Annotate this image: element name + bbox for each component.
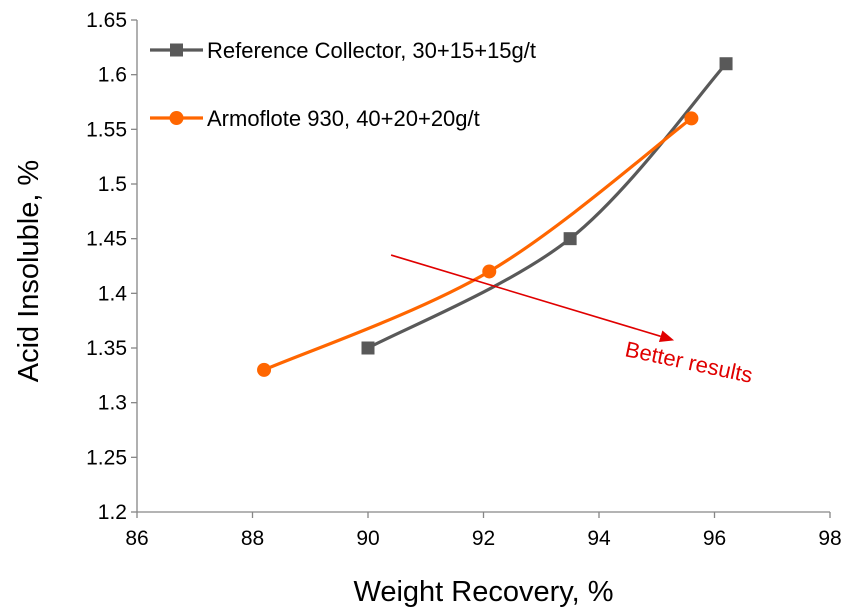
legend-label-1: Armoflote 930, 40+20+20g/t	[207, 106, 480, 131]
annotation-arrow-line	[390, 254, 661, 338]
x-tick-label: 88	[241, 527, 264, 550]
x-tick-label: 96	[703, 527, 726, 550]
legend-marker-square	[170, 43, 183, 57]
series-layer	[257, 57, 733, 377]
data-point-circle	[257, 362, 272, 377]
x-tick-label: 86	[125, 527, 148, 550]
annotation: Better results	[390, 254, 755, 388]
y-tick-label: 1.2	[98, 501, 127, 524]
data-point-circle	[684, 111, 699, 126]
data-point-square	[719, 57, 733, 71]
data-point-square	[361, 341, 375, 355]
data-point-circle	[482, 264, 497, 279]
data-point-square	[563, 232, 577, 246]
y-tick-label: 1.3	[98, 392, 127, 415]
x-tick-label: 92	[472, 527, 495, 550]
y-tick-label: 1.6	[98, 64, 127, 87]
y-tick-label: 1.4	[98, 282, 128, 305]
y-axis-title: Acid Insoluble, %	[13, 160, 45, 382]
x-axis-title: Weight Recovery, %	[353, 576, 613, 608]
x-axis: 86 88 90 92 94 96 98	[125, 511, 842, 550]
legend-label-0: Reference Collector, 30+15+15g/t	[207, 38, 536, 63]
legend-marker-circle	[169, 111, 184, 125]
y-tick-label: 1.45	[86, 228, 127, 251]
annotation-arrow-head	[658, 330, 675, 343]
annotation-label: Better results	[623, 336, 755, 387]
y-axis: 1.2 1.25 1.3 1.35 1.4 1.45 1.5 1.55 1.6 1.65	[86, 9, 138, 524]
legend: Reference Collector, 30+15+15g/t Armoflot…	[150, 38, 536, 131]
y-tick-label: 1.25	[86, 446, 127, 469]
series-line-1	[263, 117, 693, 372]
y-tick-label: 1.55	[86, 118, 127, 141]
y-tick-label: 1.5	[98, 173, 127, 196]
y-tick-label: 1.65	[86, 9, 127, 32]
x-tick-label: 94	[587, 527, 611, 550]
x-tick-label: 98	[818, 527, 841, 550]
y-tick-label: 1.35	[86, 337, 127, 360]
x-tick-label: 90	[356, 527, 379, 550]
